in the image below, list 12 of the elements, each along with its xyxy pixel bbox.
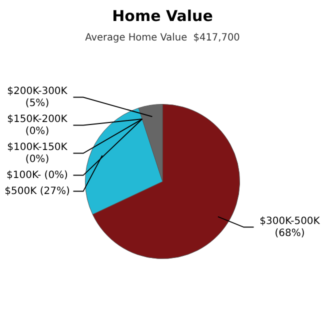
chart-title: Home Value <box>112 6 213 25</box>
data-label: (68%) <box>274 228 305 239</box>
data-label: (5%) <box>25 98 50 109</box>
text: (0%) <box>25 154 50 165</box>
category-label: $100K- (0%) <box>6 170 68 181</box>
slice-label: $200K-300K <box>7 86 68 97</box>
text: (0%) <box>25 126 50 137</box>
category-label: $150K-200K <box>7 114 68 125</box>
slice-label: $300K-500K <box>260 216 320 227</box>
category-label: $100K-150K <box>7 142 68 153</box>
chart-subtitle: Average Home Value $417,700 <box>85 32 240 44</box>
slice-label: $500K (27%) <box>4 186 70 197</box>
